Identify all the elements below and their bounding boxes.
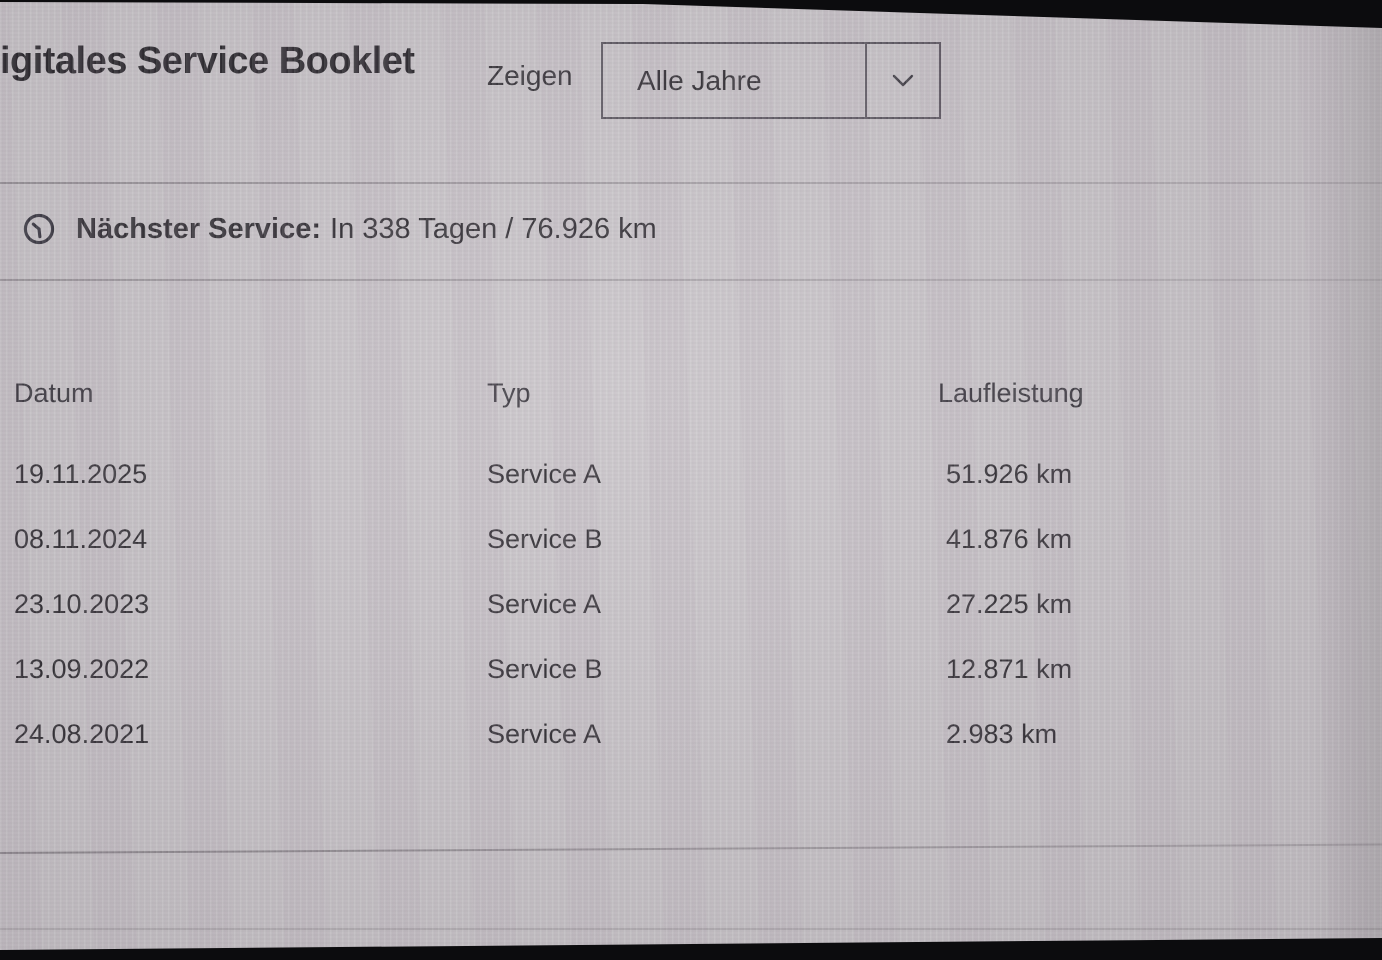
table-header-row: Datum Typ Laufleistung [14, 368, 1342, 433]
clock-icon [23, 213, 55, 245]
cell-laufleistung: 41.876 km [946, 524, 1073, 554]
next-service-banner: Nächster Service: In 338 Tagen / 76.926 k… [22, 212, 657, 246]
cell-laufleistung: 12.871 km [946, 654, 1073, 684]
cell-datum: 24.08.2021 [14, 719, 150, 749]
column-header-laufleistung: Laufleistung [938, 378, 1084, 408]
cell-datum: 08.11.2024 [14, 524, 148, 554]
year-filter-dropdown[interactable]: Alle Jahre [601, 42, 941, 119]
table-row: 24.08.2021 Service A 2.983 km [14, 709, 1342, 774]
next-service-value: In 338 Tagen / 76.926 km [330, 212, 657, 245]
cell-typ: Service A [487, 719, 602, 749]
divider-line [0, 928, 1382, 930]
screen-bezel-top [0, 0, 1382, 28]
cell-typ: Service B [487, 524, 603, 554]
column-header-datum: Datum [14, 378, 94, 408]
cell-typ: Service A [487, 589, 602, 619]
cell-laufleistung: 2.983 km [946, 719, 1058, 749]
cell-laufleistung: 51.926 km [946, 459, 1073, 489]
cell-datum: 19.11.2025 [14, 459, 148, 489]
next-service-label: Nächster Service: [76, 212, 322, 245]
page-title: Digitales Service Booklet [0, 40, 415, 82]
cell-datum: 23.10.2023 [14, 589, 150, 619]
table-row: 19.11.2025 Service A 51.926 km [14, 449, 1342, 514]
screen-bezel-bottom [0, 938, 1382, 960]
table-row: 13.09.2022 Service B 12.871 km [14, 644, 1342, 709]
cell-datum: 13.09.2022 [14, 654, 150, 684]
show-filter-label: Zeigen [487, 60, 573, 91]
next-service-text: Nächster Service: In 338 Tagen / 76.926 k… [76, 213, 657, 246]
chevron-down-icon [865, 44, 939, 117]
divider-line [0, 182, 1382, 184]
cell-typ: Service B [487, 654, 603, 684]
table-row: 08.11.2024 Service B 41.876 km [14, 514, 1342, 579]
cell-typ: Service A [487, 459, 602, 489]
column-header-typ: Typ [487, 378, 531, 408]
table-row: 23.10.2023 Service A 27.225 km [14, 579, 1342, 644]
year-filter-selected-value: Alle Jahre [637, 64, 762, 96]
cell-laufleistung: 27.225 km [946, 589, 1073, 619]
service-history-table: Datum Typ Laufleistung 19.11.2025 Servic… [14, 368, 1342, 774]
divider-line [0, 279, 1382, 281]
divider-line [0, 843, 1382, 854]
